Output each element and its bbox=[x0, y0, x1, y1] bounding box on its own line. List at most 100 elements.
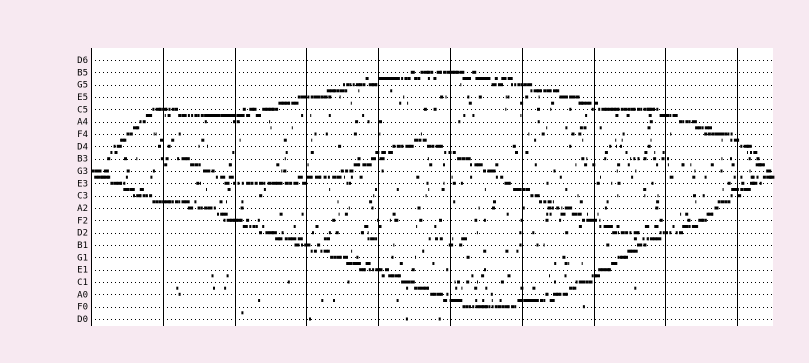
lower-arc-note bbox=[320, 249, 323, 253]
interior-note bbox=[604, 206, 607, 210]
interior-note bbox=[153, 132, 155, 136]
low-note bbox=[634, 286, 637, 290]
interior-note bbox=[224, 212, 228, 216]
interior-note bbox=[670, 175, 674, 179]
interior-note bbox=[484, 268, 486, 272]
low-note bbox=[176, 286, 179, 290]
upper-arc-note bbox=[223, 114, 228, 117]
upper-arc-note bbox=[359, 83, 363, 87]
interior-note bbox=[124, 157, 127, 161]
upper-arc-note bbox=[423, 70, 429, 74]
interior-note bbox=[749, 169, 751, 173]
interior-note bbox=[454, 280, 456, 284]
lower-arc-note bbox=[533, 299, 539, 302]
lower-arc-note bbox=[669, 231, 672, 235]
interior-note bbox=[644, 194, 646, 198]
inner-arc-note bbox=[203, 169, 208, 173]
interior-note bbox=[457, 280, 460, 284]
interior-note bbox=[348, 206, 350, 210]
interior-note bbox=[350, 175, 353, 179]
inner-arc-note bbox=[569, 206, 573, 210]
lower-arc-note bbox=[152, 200, 156, 204]
interior-note bbox=[534, 138, 537, 142]
upper-arc-note bbox=[553, 89, 557, 93]
interior-note bbox=[369, 200, 373, 204]
lower-arc-note bbox=[536, 299, 539, 302]
upper-arc-note bbox=[627, 107, 631, 111]
upper-arc-note bbox=[213, 114, 218, 117]
interior-note bbox=[328, 114, 331, 117]
lower-arc-note bbox=[633, 249, 638, 253]
interior-note bbox=[643, 157, 647, 161]
inner-arc-note bbox=[633, 231, 639, 235]
interior-note bbox=[645, 225, 647, 228]
interior-note bbox=[164, 163, 168, 167]
lower-arc-note bbox=[139, 194, 142, 198]
upper-arc-note bbox=[355, 83, 360, 87]
interior-note bbox=[379, 120, 382, 124]
y-tick-label: B1 bbox=[77, 241, 88, 251]
interior-note bbox=[126, 169, 130, 173]
lower-arc-note bbox=[301, 243, 303, 247]
upper-arc-note bbox=[611, 107, 617, 111]
upper-arc-note bbox=[259, 114, 261, 117]
interior-note bbox=[520, 286, 524, 290]
interior-note bbox=[710, 163, 714, 167]
lower-arc-note bbox=[659, 231, 662, 235]
interior-note bbox=[649, 120, 653, 124]
inner-arc-note bbox=[590, 218, 595, 222]
interior-note bbox=[571, 132, 575, 136]
lower-arc-note bbox=[246, 218, 250, 222]
interior-note bbox=[537, 107, 540, 111]
interior-note bbox=[505, 95, 507, 99]
interior-note bbox=[375, 237, 378, 241]
upper-arc-note bbox=[181, 114, 187, 117]
interior-note bbox=[680, 212, 682, 216]
interior-note bbox=[537, 120, 540, 124]
inner-arc-note bbox=[508, 181, 511, 185]
lower-arc-note bbox=[175, 200, 178, 204]
lower-arc-note bbox=[553, 292, 558, 296]
interior-note bbox=[423, 107, 427, 111]
lower-arc-note bbox=[672, 225, 675, 228]
inner-arc-note bbox=[315, 175, 318, 179]
interior-note bbox=[575, 163, 577, 167]
interior-note bbox=[367, 120, 370, 124]
upper-arc-note bbox=[565, 95, 568, 99]
upper-arc-note bbox=[456, 70, 459, 74]
interior-note bbox=[646, 107, 650, 111]
interior-note bbox=[160, 138, 163, 142]
lower-arc-note bbox=[695, 225, 699, 228]
lower-arc-note bbox=[333, 255, 337, 259]
inner-arc-note bbox=[250, 181, 254, 185]
inner-arc-note bbox=[405, 144, 411, 148]
low-note bbox=[396, 299, 399, 302]
upper-arc-note bbox=[352, 83, 355, 87]
interior-note bbox=[631, 175, 634, 179]
interior-note bbox=[519, 243, 522, 247]
inner-arc-note bbox=[207, 169, 211, 173]
interior-note bbox=[379, 132, 381, 136]
lower-arc-note bbox=[494, 305, 498, 309]
lower-arc-note bbox=[145, 194, 148, 198]
interior-note bbox=[520, 114, 522, 117]
upper-arc-note bbox=[543, 89, 547, 93]
upper-arc-note bbox=[743, 144, 749, 148]
interior-note bbox=[468, 101, 472, 105]
upper-arc-note bbox=[578, 101, 583, 105]
interior-note bbox=[706, 212, 710, 216]
lower-arc-note bbox=[281, 231, 284, 235]
interior-note bbox=[392, 274, 394, 278]
lower-arc-note bbox=[191, 206, 194, 210]
interior-note bbox=[553, 169, 556, 173]
lower-arc-note bbox=[136, 194, 142, 198]
upper-arc-note bbox=[330, 89, 336, 93]
upper-arc-note bbox=[139, 120, 142, 124]
upper-arc-note bbox=[226, 114, 231, 117]
lower-arc-note bbox=[297, 237, 303, 241]
inner-arc-note bbox=[625, 231, 629, 235]
upper-arc-note bbox=[197, 114, 200, 117]
upper-arc-note bbox=[462, 77, 468, 80]
upper-arc-note bbox=[407, 77, 411, 80]
